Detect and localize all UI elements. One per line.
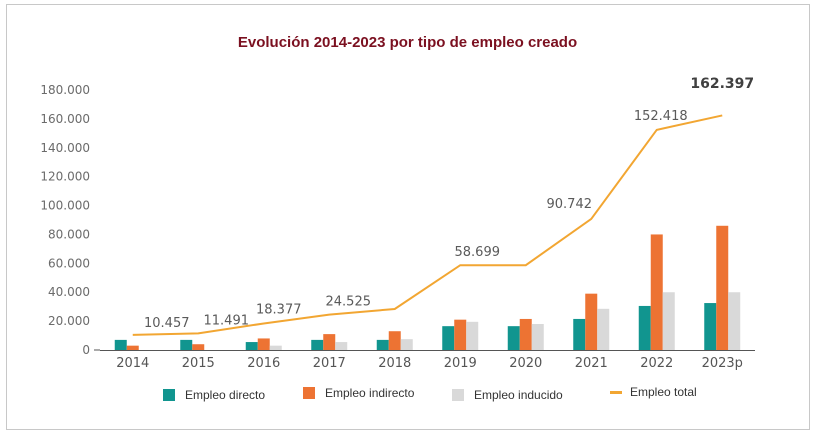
bar-empleo-indirecto-2020 [519,318,532,350]
bar-empleo-indirecto-2016 [257,338,270,350]
y-tick-label: 100.000 [40,199,90,213]
x-tick-label: 2017 [313,356,346,371]
y-tick-label: 80.000 [48,227,90,241]
data-label-2021: 90.742 [547,197,593,212]
legend-swatch-total [610,390,622,394]
bar-empleo-indirecto-2014 [126,345,139,350]
bar-empleo-directo-2019 [442,326,455,350]
data-label-2019: 58.699 [455,245,501,260]
data-label-2015: 11.491 [204,313,250,328]
bar-empleo-directo-2023p [704,303,717,350]
line-empleo-total [132,114,723,336]
data-labels-group: 10.457 11.491 18.377 24.525 58.699 90.742 152.… [144,76,754,331]
y-tick-label: 60.000 [48,256,90,270]
y-tick-label: 180.000 [40,83,90,97]
bar-empleo-directo-2022 [638,305,651,350]
bar-empleo-indirecto-2017 [323,334,336,350]
legend: Empleo directo Empleo indirecto Empleo i… [0,384,815,404]
legend-label-indirecto: Empleo indirecto [325,386,415,400]
legend-swatch-inducido [452,389,464,401]
bar-empleo-directo-2015 [180,339,193,350]
x-tick-label: 2016 [247,356,280,371]
bar-empleo-inducido-2019 [466,321,479,350]
bar-empleo-indirecto-2015 [192,344,205,350]
data-label-2022: 152.418 [634,109,688,124]
bar-empleo-directo-2021 [573,318,586,350]
y-tick-label: 140.000 [40,141,90,155]
y-tick-label: 40.000 [48,285,90,299]
data-label-2017: 24.525 [326,295,372,310]
legend-swatch-indirecto [303,387,315,399]
bar-empleo-inducido-2023p [728,292,741,350]
x-tick-label: 2015 [182,356,215,371]
bar-empleo-inducido-2018 [400,339,413,350]
legend-label-total: Empleo total [630,385,697,399]
bar-empleo-inducido-2017 [335,342,348,350]
x-tick-label: 2014 [116,356,149,371]
bar-empleo-inducido-2020 [531,324,544,350]
data-label-2014: 10.457 [144,316,190,331]
y-tick-label: 20.000 [48,314,90,328]
data-label-2023p: 162.397 [690,76,754,92]
bar-empleo-directo-2016 [245,342,258,350]
y-tick-label: 160.000 [40,112,90,126]
legend-swatch-directo [163,389,175,401]
bar-empleo-directo-2020 [507,326,520,350]
x-tick-label: 2021 [575,356,608,371]
legend-label-inducido: Empleo inducido [474,388,563,402]
y-tick-label: 120.000 [40,170,90,184]
bar-empleo-directo-2014 [114,339,127,350]
bar-empleo-indirecto-2019 [454,319,467,350]
total-line-group [132,114,723,336]
bar-empleo-indirecto-2022 [650,234,663,350]
y-axis: 0 20.000 40.000 60.000 80.000 100.000 120.000 1… [40,83,100,357]
bar-empleo-indirecto-2018 [388,331,401,350]
bar-empleo-inducido-2016 [269,345,282,350]
x-axis: 2014 2015 2016 2017 2018 2019 2020 2021 2022 2023… [100,350,755,371]
y-tick-label: 0 [82,343,90,357]
legend-item-inducido: Empleo inducido [452,388,563,402]
x-tick-label: 2023p [702,356,743,371]
x-tick-label: 2019 [444,356,477,371]
x-tick-label: 2018 [378,356,411,371]
chart-title: Evolución 2014-2023 por tipo de empleo c… [237,34,578,51]
bar-empleo-directo-2017 [311,339,324,350]
chart-frame [6,4,810,430]
legend-item-directo: Empleo directo [163,388,265,402]
bar-empleo-inducido-2022 [662,292,675,350]
legend-item-indirecto: Empleo indirecto [303,386,414,400]
bar-empleo-directo-2018 [376,339,389,350]
bars-group [114,225,741,350]
bar-empleo-inducido-2021 [597,308,610,350]
legend-label-directo: Empleo directo [185,388,266,402]
data-label-2016: 18.377 [256,302,302,317]
bar-empleo-indirecto-2023p [716,225,729,350]
x-tick-label: 2020 [509,356,542,371]
bar-empleo-indirecto-2021 [585,293,598,350]
legend-item-total: Empleo total [610,385,697,399]
x-tick-label: 2022 [640,356,673,371]
